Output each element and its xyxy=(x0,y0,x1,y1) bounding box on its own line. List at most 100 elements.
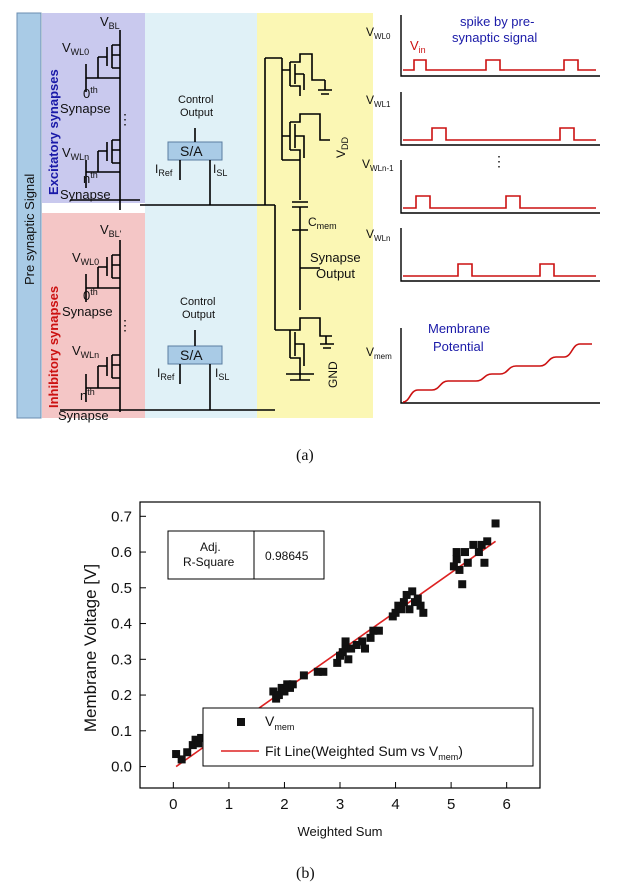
data-point xyxy=(402,590,411,599)
y-tick-label: 0.0 xyxy=(111,759,132,776)
data-point xyxy=(369,626,378,635)
legend-marker-square xyxy=(237,718,245,726)
data-point xyxy=(408,587,417,596)
vdots-inh: ⋮ xyxy=(118,317,132,333)
label-vin: Vin xyxy=(410,38,426,55)
data-point xyxy=(452,548,461,557)
pre-synaptic-bar xyxy=(16,12,42,419)
data-point xyxy=(455,565,464,574)
vbl2-label: VBL' xyxy=(100,222,122,239)
y-tick-label: 0.4 xyxy=(111,616,132,633)
x-tick-label: 0 xyxy=(169,796,177,813)
x-ticks: 0 1 2 3 4 5 6 xyxy=(169,782,511,813)
data-point xyxy=(458,580,467,589)
x-tick-label: 1 xyxy=(225,796,233,813)
synapse-output-label-2: Output xyxy=(316,266,355,281)
nth-inh-label: nth xyxy=(80,387,95,403)
axis-wl0 xyxy=(400,15,600,77)
data-point xyxy=(288,680,297,689)
data-point xyxy=(352,641,361,649)
x-tick-label: 3 xyxy=(336,796,344,813)
y-ticks: 0.0 0.1 0.2 0.3 0.4 0.5 0.6 0.7 xyxy=(111,508,146,776)
data-point xyxy=(399,598,408,607)
data-point xyxy=(452,555,461,564)
x-tick-label: 5 xyxy=(447,796,455,813)
data-point xyxy=(474,548,483,557)
synapse-inh-0: Synapse xyxy=(62,304,113,319)
spike-title-2: synaptic signal xyxy=(452,30,537,45)
data-point xyxy=(413,594,422,603)
zeroth-inh-label: 0th xyxy=(83,287,98,303)
vdots-waveform: ⋮ xyxy=(492,153,506,169)
axis-wln xyxy=(400,228,600,282)
data-point xyxy=(183,748,192,757)
iref-label-bottom: IRef xyxy=(157,366,175,382)
vwln-inh-label: VWLn xyxy=(72,343,99,360)
label-vwl1: VWL1 xyxy=(366,93,391,109)
inhibitory-array xyxy=(60,240,140,412)
sense-amp-top xyxy=(167,128,223,205)
panel-a-waveforms: spike by pre- synaptic signal VWL0 Vin V… xyxy=(362,14,600,404)
spike-train-wl1 xyxy=(403,127,596,141)
data-point xyxy=(480,558,489,567)
spike-train-wln1 xyxy=(403,195,596,209)
output-label-bottom: Output xyxy=(182,309,215,321)
sense-amp-bottom xyxy=(167,330,223,410)
data-point xyxy=(477,540,486,549)
nth-synapse-label: nth xyxy=(83,170,98,186)
label-vmem: Vmem xyxy=(366,345,392,361)
membrane-label-1: Membrane xyxy=(428,321,490,336)
data-point xyxy=(319,667,328,676)
y-axis-label: Membrane Voltage [V] xyxy=(81,564,100,732)
synapse-label-n: Synapse xyxy=(60,187,111,202)
x-tick-label: 6 xyxy=(502,796,510,813)
vdd-label: VDD xyxy=(334,136,350,158)
stats-table xyxy=(167,530,325,580)
y-tick-label: 0.6 xyxy=(111,544,132,561)
data-point xyxy=(366,633,375,642)
y-tick-label: 0.3 xyxy=(111,651,132,668)
x-axis-label: Weighted Sum xyxy=(297,824,382,839)
stats-value: 0.98645 xyxy=(265,549,309,563)
isl-label-top: ISL xyxy=(213,162,227,178)
data-point xyxy=(197,733,206,742)
data-point xyxy=(341,637,350,646)
legend-fit-label: Fit Line(Weighted Sum vs Vmem) xyxy=(265,743,463,762)
pre-synaptic-signal-label: Pre synaptic Signal xyxy=(22,174,37,285)
x-tick-label: 4 xyxy=(391,796,399,813)
data-point xyxy=(449,562,458,571)
legend xyxy=(202,707,534,767)
sa-label-bottom: S/A xyxy=(180,347,203,363)
spike-train-wln xyxy=(403,263,596,277)
synapse-output-label-1: Synapse xyxy=(310,250,361,265)
axis-wl1 xyxy=(400,92,600,146)
control-label-bottom: Control xyxy=(180,296,215,308)
data-point xyxy=(347,644,356,653)
vwln-label: VWLn xyxy=(62,145,89,162)
data-point xyxy=(177,755,186,764)
stats-label-adj: Adj. xyxy=(200,540,221,554)
excitatory-label: Excitatory synapses xyxy=(46,69,61,195)
data-point xyxy=(280,687,289,696)
excitatory-array xyxy=(70,30,140,210)
data-point xyxy=(461,548,469,557)
data-point xyxy=(374,626,383,635)
data-point xyxy=(469,540,478,549)
caption-a: (a) xyxy=(296,447,314,464)
axis-vmem xyxy=(400,328,600,404)
data-point xyxy=(416,601,425,610)
caption-b: (b) xyxy=(296,865,315,882)
synapse-label-0: Synapse xyxy=(60,101,111,116)
scatter-points xyxy=(172,519,500,764)
data-point xyxy=(344,655,353,664)
data-point xyxy=(483,537,492,546)
legend-scatter-label: Vmem xyxy=(265,713,294,732)
control-label-top: Control xyxy=(178,94,213,106)
data-point xyxy=(491,519,500,528)
data-point xyxy=(313,667,322,676)
data-point xyxy=(269,687,278,696)
data-point xyxy=(397,605,406,614)
data-point xyxy=(333,658,342,667)
label-vwln: VWLn xyxy=(366,227,390,243)
